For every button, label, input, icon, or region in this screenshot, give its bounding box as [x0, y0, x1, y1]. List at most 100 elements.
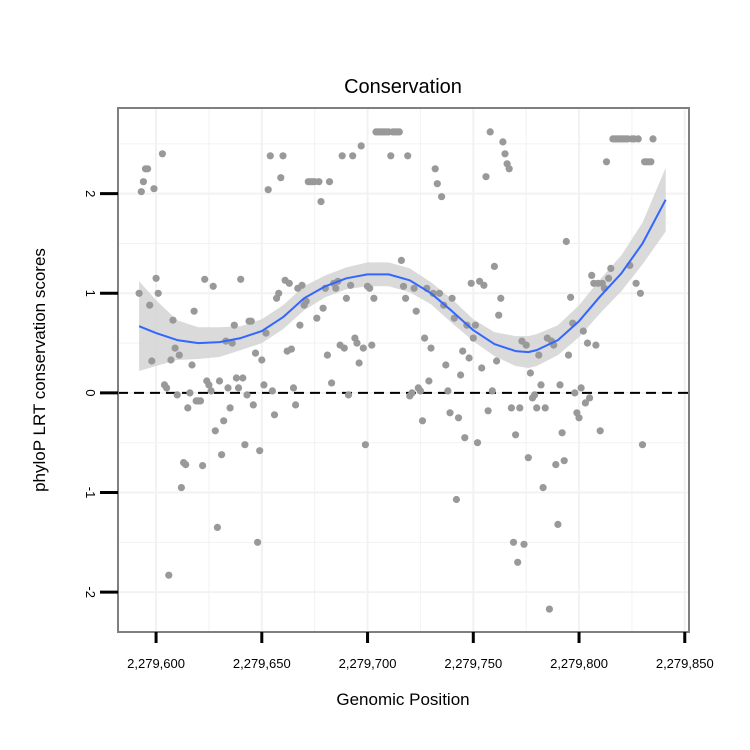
data-point [444, 387, 452, 395]
data-point [137, 188, 145, 196]
data-point [425, 377, 433, 385]
data-point [285, 279, 293, 287]
data-point [150, 185, 158, 193]
data-point [567, 293, 575, 301]
confidence-band [139, 167, 666, 371]
smooth-line [138, 199, 667, 354]
data-point [237, 275, 245, 283]
data-point [251, 349, 260, 357]
data-point [461, 434, 469, 442]
data-point [268, 387, 276, 395]
data-point [448, 294, 456, 302]
data-point [347, 281, 355, 289]
data-point [459, 347, 467, 355]
data-point [484, 407, 492, 415]
data-point [256, 447, 264, 455]
data-point [152, 274, 160, 282]
data-point [497, 294, 505, 302]
data-point [323, 351, 331, 359]
data-point [579, 327, 587, 335]
data-point [404, 152, 412, 160]
data-point [207, 387, 215, 395]
y-tick-label: 0 [83, 389, 98, 396]
data-point [533, 404, 541, 412]
data-point [228, 339, 236, 347]
data-point [201, 275, 209, 283]
data-point [501, 150, 509, 158]
data-point [163, 384, 171, 392]
data-point [144, 165, 152, 173]
data-point [454, 414, 463, 422]
data-point [230, 321, 238, 329]
data-point [592, 341, 600, 349]
data-point [224, 384, 232, 392]
data-point [397, 256, 405, 264]
data-point [450, 314, 458, 322]
data-point [511, 431, 520, 439]
data-point [488, 387, 496, 395]
data-point [298, 281, 306, 289]
data-point [188, 361, 196, 369]
data-point [338, 152, 346, 160]
data-point [165, 571, 173, 579]
y-tick-label: 1 [83, 290, 98, 297]
data-point [213, 523, 221, 532]
data-point [239, 374, 247, 382]
data-point [270, 411, 279, 419]
data-point [638, 441, 647, 449]
x-tick-label: 2,279,700 [339, 656, 397, 671]
data-point [588, 271, 596, 279]
data-point [215, 377, 224, 385]
data-point [552, 461, 560, 469]
data-point [169, 316, 177, 324]
data-point [332, 284, 340, 292]
data-point [146, 301, 154, 309]
data-point [520, 540, 528, 548]
data-point [234, 384, 243, 392]
data-point [260, 381, 268, 389]
data-point [473, 439, 482, 447]
data-point [395, 128, 403, 136]
data-point [649, 135, 657, 143]
y-axis-label: phyloP LRT conservation scores [30, 248, 49, 492]
data-point [581, 399, 590, 407]
data-point [478, 364, 486, 372]
data-point [254, 538, 262, 546]
data-point [361, 441, 369, 449]
data-point [537, 381, 545, 389]
x-axis: 2,279,600 2,279,650 2,279,700 2,279,750 2,27… [127, 632, 714, 671]
data-point [636, 289, 645, 297]
data-point [632, 279, 640, 287]
data-point [442, 361, 450, 369]
data-point [433, 180, 441, 188]
data-point [583, 339, 592, 347]
data-point [296, 321, 304, 329]
data-point [564, 351, 573, 359]
data-point [507, 404, 515, 412]
data-point [154, 289, 162, 297]
data-point [344, 391, 353, 399]
data-point [241, 441, 249, 449]
data-point [209, 282, 217, 290]
data-point [535, 351, 543, 359]
x-tick-label: 2,279,600 [127, 656, 185, 671]
y-axis: -2 -1 0 1 2 [83, 190, 118, 598]
data-point [182, 461, 190, 469]
data-point [205, 381, 213, 389]
data-point [167, 356, 175, 364]
data-point [509, 538, 518, 546]
data-point [196, 397, 205, 405]
data-point [577, 384, 585, 392]
data-point [493, 357, 501, 365]
data-point [480, 281, 488, 289]
data-point [258, 356, 266, 364]
data-point [556, 381, 564, 389]
data-point [249, 401, 257, 409]
data-point [429, 289, 437, 297]
data-point [438, 193, 446, 201]
x-tick-label: 2,279,800 [550, 656, 608, 671]
data-point [457, 371, 465, 379]
data-point [264, 186, 272, 194]
data-point [184, 404, 192, 412]
data-point [399, 282, 408, 290]
